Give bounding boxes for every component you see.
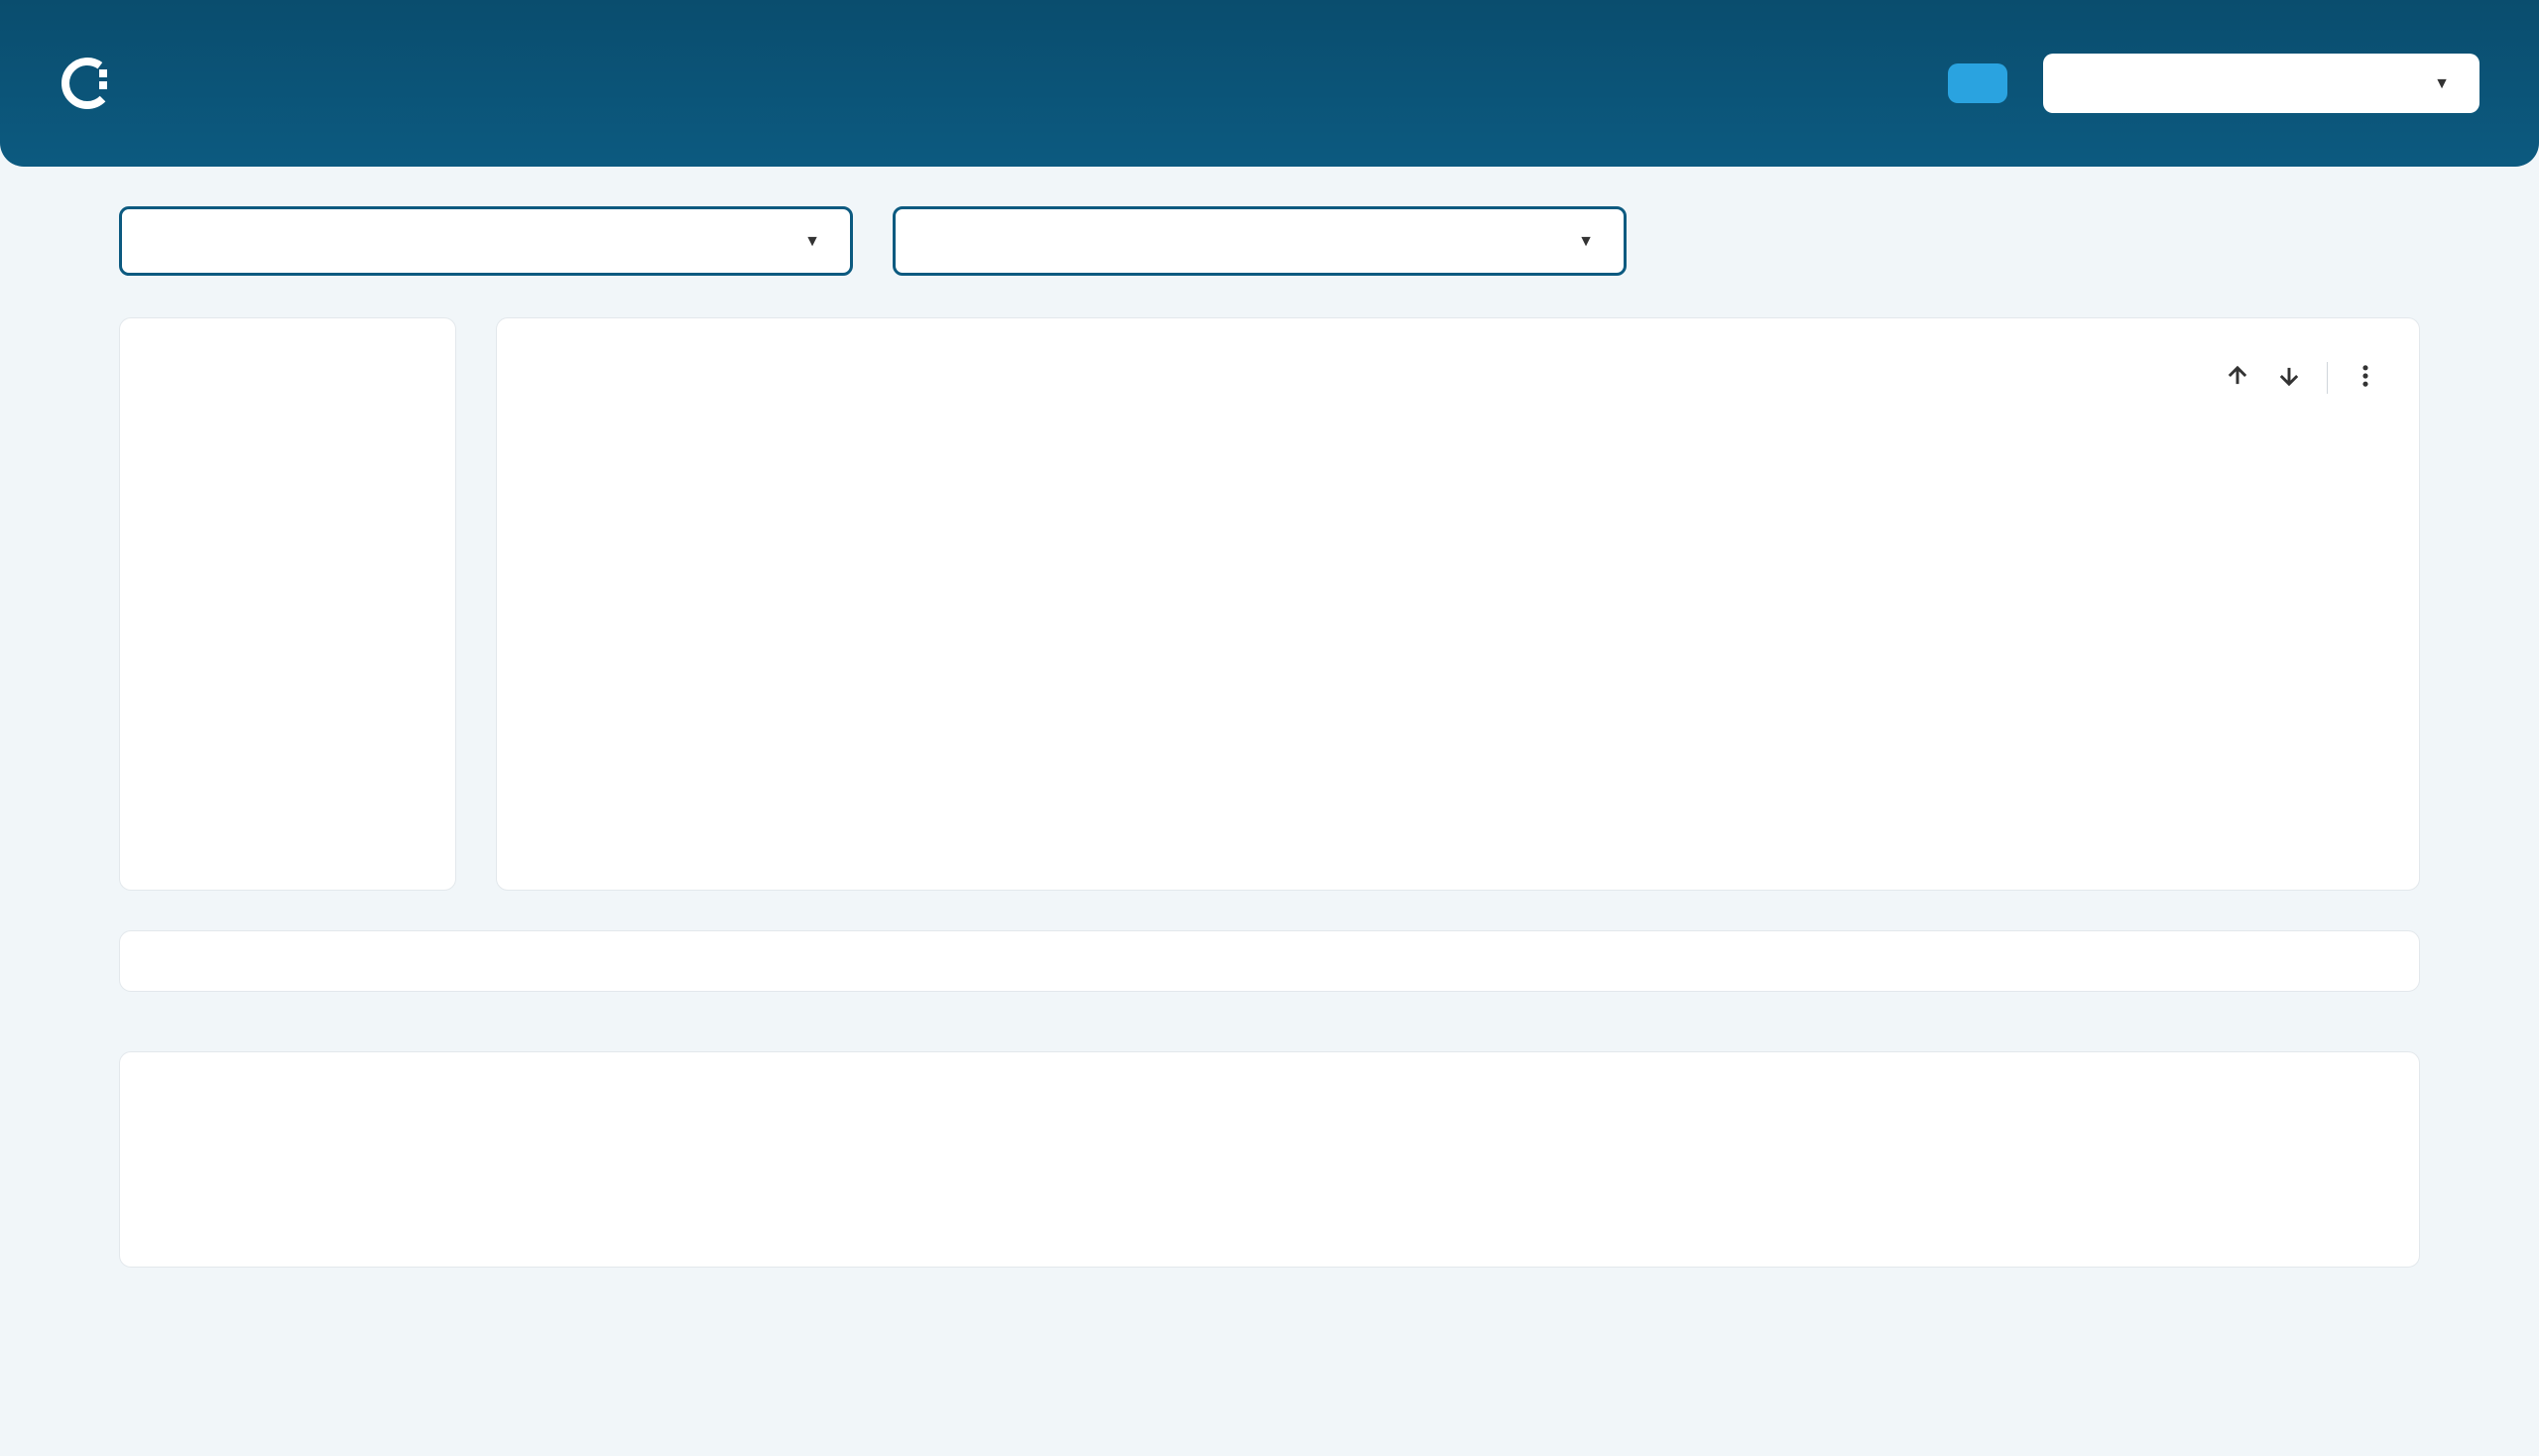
action-divider bbox=[2327, 362, 2328, 394]
book-demo-button[interactable] bbox=[1948, 63, 2007, 103]
campaign-select[interactable]: ▼ bbox=[119, 206, 853, 276]
arrow-up-icon[interactable] bbox=[2224, 362, 2251, 394]
chevron-down-icon: ▼ bbox=[804, 231, 820, 251]
logo bbox=[60, 56, 133, 111]
adset-select[interactable]: ▼ bbox=[893, 206, 1627, 276]
metrics-row bbox=[119, 930, 2420, 992]
more-vertical-icon[interactable] bbox=[2352, 362, 2379, 394]
chevron-down-icon: ▼ bbox=[1578, 231, 1594, 251]
arrow-down-icon[interactable] bbox=[2275, 362, 2303, 394]
kpi-sidebar bbox=[119, 317, 456, 891]
chart-card bbox=[496, 317, 2420, 891]
bar-line-chart bbox=[537, 390, 2342, 866]
date-range-picker[interactable]: ▼ bbox=[2043, 54, 2479, 113]
coupler-logo-icon bbox=[60, 56, 115, 111]
funnel-card bbox=[119, 1051, 2420, 1268]
filter-row: ▼ ▼ bbox=[119, 206, 2420, 276]
chart-actions bbox=[2224, 362, 2379, 394]
header: ▼ bbox=[0, 0, 2539, 167]
funnel-shapes bbox=[160, 1128, 2379, 1227]
chevron-down-icon: ▼ bbox=[2434, 73, 2450, 93]
